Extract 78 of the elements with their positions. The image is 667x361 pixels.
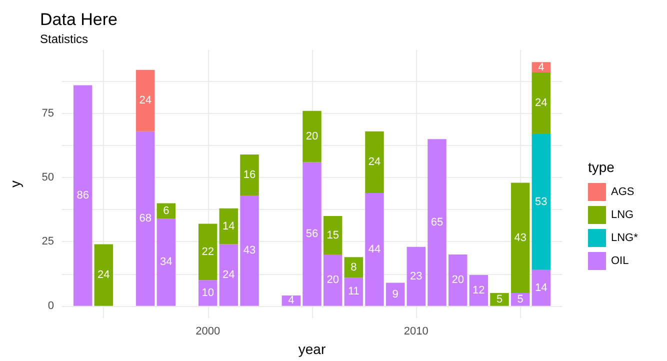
data-label: 20	[452, 274, 464, 286]
data-label: 24	[98, 269, 110, 282]
bar	[490, 292, 509, 306]
data-label: 20	[326, 274, 339, 286]
bar	[198, 280, 218, 306]
data-label: 4	[288, 294, 294, 307]
bar	[198, 224, 218, 280]
bar	[323, 254, 342, 306]
chart-title: Data Here	[40, 10, 118, 29]
legend-label: LNG*	[611, 232, 639, 244]
bar	[136, 131, 155, 306]
data-label: 53	[535, 196, 548, 208]
bar	[406, 246, 426, 306]
bar	[510, 182, 530, 293]
data-label: 16	[243, 169, 256, 182]
data-label: 34	[160, 256, 172, 268]
data-label: 15	[326, 229, 339, 242]
bar	[428, 139, 446, 306]
bar	[302, 162, 322, 306]
data-label: 56	[306, 228, 318, 240]
legend-title: type	[588, 159, 615, 175]
bar	[240, 154, 259, 196]
bar	[344, 278, 364, 306]
y-tick-label: 75	[42, 107, 54, 120]
bar	[240, 196, 259, 306]
data-label: 24	[368, 156, 381, 168]
data-label: 44	[368, 243, 381, 256]
bar	[156, 218, 176, 306]
x-tick-label: 2000	[196, 326, 220, 338]
data-label: 86	[76, 190, 89, 202]
data-label: 10	[202, 286, 214, 299]
y-tick-label: 0	[48, 300, 54, 312]
data-label: 22	[202, 246, 214, 258]
legend-label: AGS	[611, 186, 634, 198]
legend-label: LNG	[611, 209, 634, 221]
bar	[302, 110, 322, 162]
data-label: 68	[139, 212, 152, 225]
data-label: 24	[222, 269, 235, 282]
bar	[73, 85, 92, 306]
data-label: 9	[392, 288, 398, 300]
bar	[532, 72, 551, 134]
data-label: 12	[472, 284, 485, 296]
data-label: 11	[348, 286, 360, 298]
data-label: 4	[538, 61, 544, 74]
bar	[365, 192, 384, 306]
data-label: 43	[514, 232, 526, 244]
data-label: 24	[139, 94, 152, 107]
x-tick-label: 2010	[404, 326, 428, 338]
chart-subtitle: Statistics	[40, 32, 88, 46]
data-label: 6	[163, 204, 170, 217]
bar	[532, 134, 551, 270]
data-label: 24	[535, 97, 548, 110]
bar	[219, 208, 238, 244]
bar	[365, 131, 384, 193]
bar	[344, 257, 364, 278]
legend-label: OIL	[611, 255, 629, 267]
bar	[219, 244, 238, 306]
data-label: 23	[410, 270, 422, 282]
data-label: 14	[535, 282, 548, 294]
data-label: 20	[306, 130, 318, 143]
bar	[448, 254, 468, 306]
x-axis-title: year	[298, 340, 326, 357]
data-label: 5	[496, 293, 503, 306]
data-label: 5	[517, 293, 524, 306]
bar	[323, 216, 342, 255]
bar	[386, 282, 405, 306]
y-axis-title: y	[7, 180, 23, 188]
bar	[136, 70, 155, 132]
y-tick-label: 50	[42, 172, 54, 184]
data-label: 65	[430, 216, 444, 228]
bar	[156, 203, 176, 219]
data-label: 8	[350, 261, 357, 274]
data-label: 14	[222, 220, 235, 232]
bar	[469, 275, 488, 306]
data-label: 43	[243, 244, 256, 257]
bar	[532, 270, 551, 306]
bar	[94, 244, 114, 306]
y-tick-label: 25	[42, 236, 54, 248]
